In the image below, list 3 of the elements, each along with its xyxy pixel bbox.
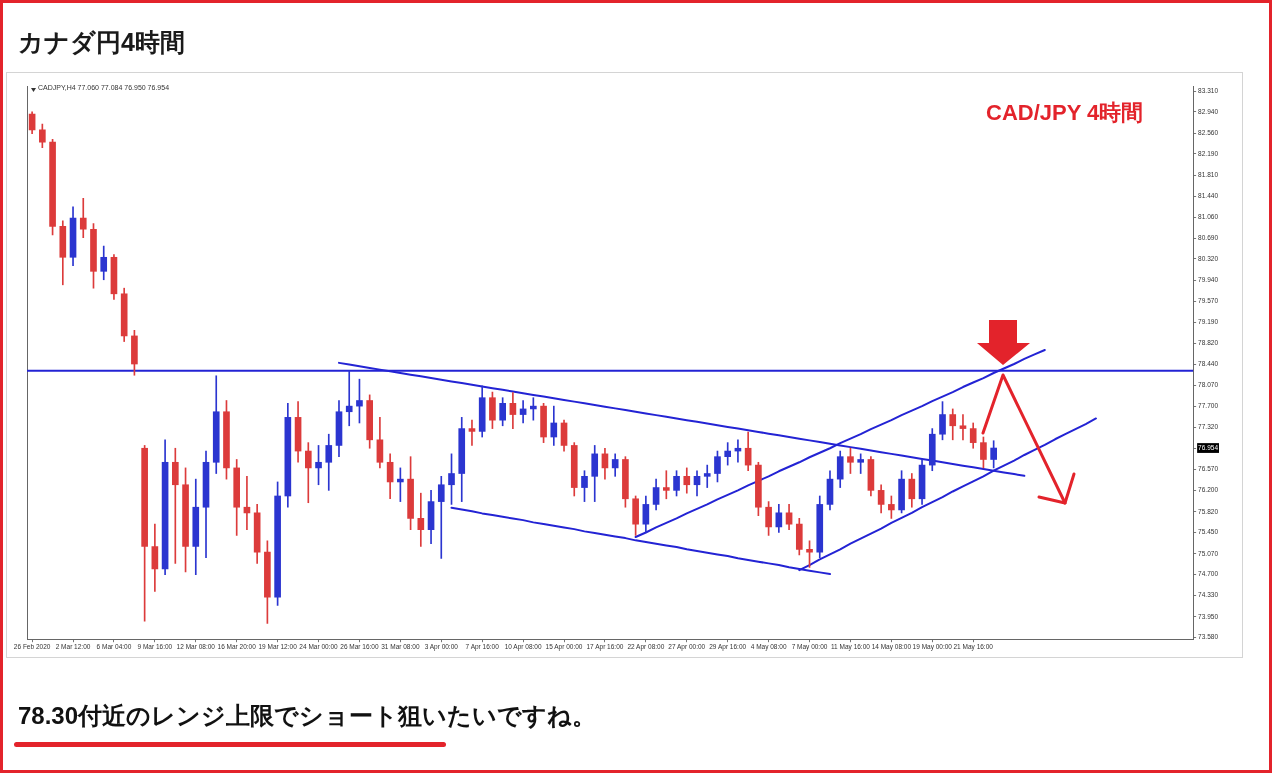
chart-title: カナダ円4時間	[18, 27, 185, 57]
text: 78.30付近のレンジ上限でショート狙いたいですね。	[18, 702, 597, 731]
annotation: CAD/JPY 4時間	[986, 100, 1144, 127]
